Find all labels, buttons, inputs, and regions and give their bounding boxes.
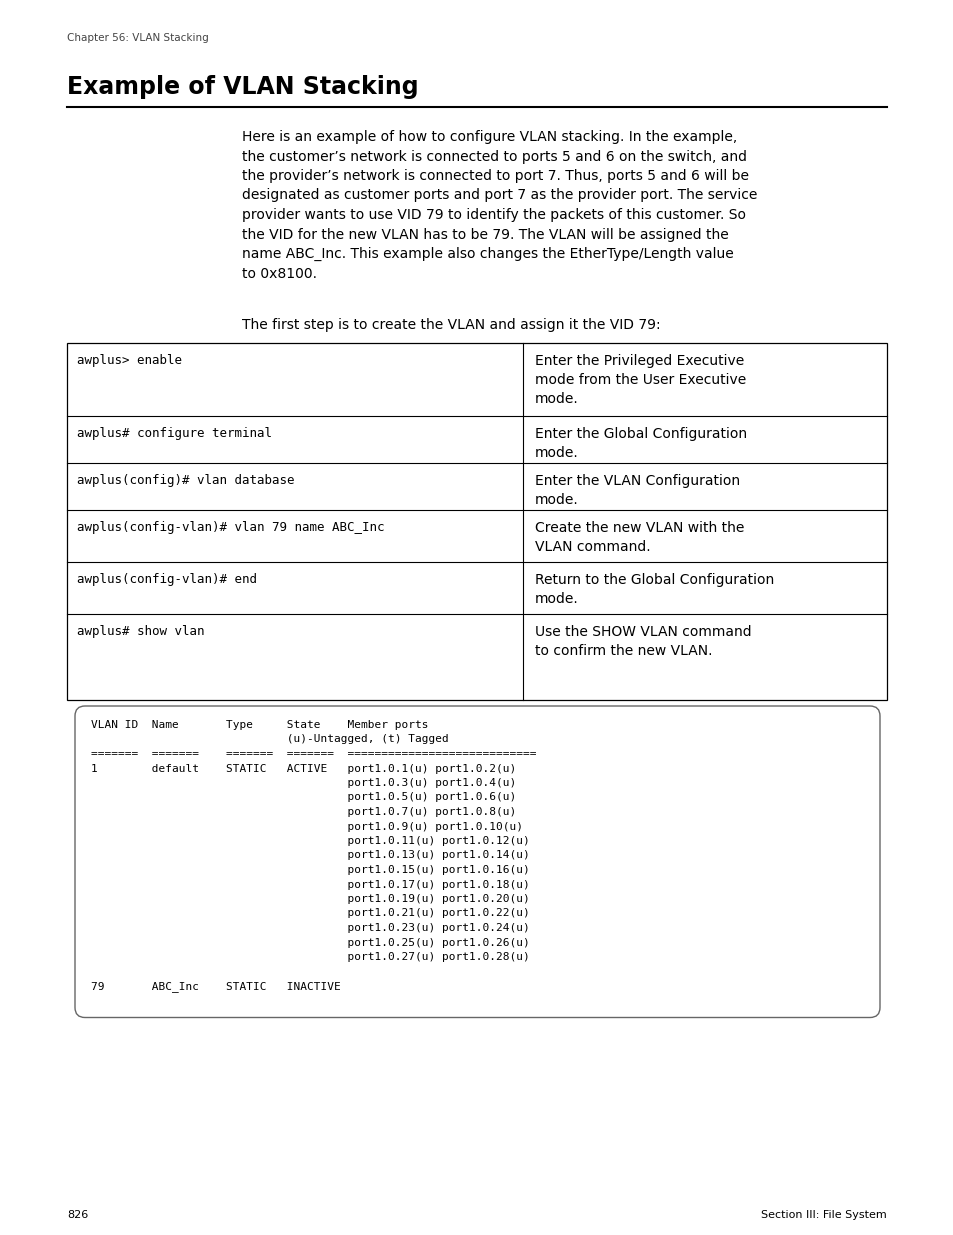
- Text: Return to the Global Configuration
mode.: Return to the Global Configuration mode.: [535, 573, 774, 606]
- Text: Example of VLAN Stacking: Example of VLAN Stacking: [67, 75, 418, 99]
- Bar: [67, 343, 886, 700]
- Text: port1.0.19(u) port1.0.20(u): port1.0.19(u) port1.0.20(u): [91, 894, 529, 904]
- Text: Chapter 56: VLAN Stacking: Chapter 56: VLAN Stacking: [67, 33, 209, 43]
- Text: awplus# show vlan: awplus# show vlan: [77, 625, 204, 638]
- Text: =======  =======    =======  =======  ============================: ======= ======= ======= ======= ========…: [91, 748, 536, 760]
- Text: port1.0.7(u) port1.0.8(u): port1.0.7(u) port1.0.8(u): [91, 806, 516, 818]
- Text: 826: 826: [67, 1210, 89, 1220]
- Text: Enter the Global Configuration
mode.: Enter the Global Configuration mode.: [535, 427, 746, 459]
- Text: 79       ABC_Inc    STATIC   INACTIVE: 79 ABC_Inc STATIC INACTIVE: [91, 981, 340, 992]
- Text: awplus(config-vlan)# vlan 79 name ABC_Inc: awplus(config-vlan)# vlan 79 name ABC_In…: [77, 521, 384, 534]
- Text: port1.0.3(u) port1.0.4(u): port1.0.3(u) port1.0.4(u): [91, 778, 516, 788]
- Text: VLAN ID  Name       Type     State    Member ports: VLAN ID Name Type State Member ports: [91, 720, 428, 730]
- Text: Use the SHOW VLAN command
to confirm the new VLAN.: Use the SHOW VLAN command to confirm the…: [535, 625, 751, 658]
- Text: The first step is to create the VLAN and assign it the VID 79:: The first step is to create the VLAN and…: [242, 317, 659, 332]
- FancyBboxPatch shape: [75, 706, 879, 1018]
- Text: Enter the Privileged Executive
mode from the User Executive
mode.: Enter the Privileged Executive mode from…: [535, 354, 745, 406]
- Text: port1.0.13(u) port1.0.14(u): port1.0.13(u) port1.0.14(u): [91, 851, 529, 861]
- Text: awplus# configure terminal: awplus# configure terminal: [77, 427, 272, 440]
- Text: port1.0.25(u) port1.0.26(u): port1.0.25(u) port1.0.26(u): [91, 937, 529, 947]
- Text: port1.0.27(u) port1.0.28(u): port1.0.27(u) port1.0.28(u): [91, 952, 529, 962]
- Text: port1.0.21(u) port1.0.22(u): port1.0.21(u) port1.0.22(u): [91, 909, 529, 919]
- Text: port1.0.17(u) port1.0.18(u): port1.0.17(u) port1.0.18(u): [91, 879, 529, 889]
- Text: Here is an example of how to configure VLAN stacking. In the example,
the custom: Here is an example of how to configure V…: [242, 130, 757, 280]
- Text: Enter the VLAN Configuration
mode.: Enter the VLAN Configuration mode.: [535, 474, 740, 506]
- Text: 1        default    STATIC   ACTIVE   port1.0.1(u) port1.0.2(u): 1 default STATIC ACTIVE port1.0.1(u) por…: [91, 763, 516, 773]
- Text: port1.0.5(u) port1.0.6(u): port1.0.5(u) port1.0.6(u): [91, 793, 516, 803]
- Text: Section III: File System: Section III: File System: [760, 1210, 886, 1220]
- Text: Create the new VLAN with the
VLAN command.: Create the new VLAN with the VLAN comman…: [535, 521, 743, 555]
- Text: awplus(config-vlan)# end: awplus(config-vlan)# end: [77, 573, 256, 585]
- Text: port1.0.23(u) port1.0.24(u): port1.0.23(u) port1.0.24(u): [91, 923, 529, 932]
- Text: port1.0.11(u) port1.0.12(u): port1.0.11(u) port1.0.12(u): [91, 836, 529, 846]
- Text: port1.0.15(u) port1.0.16(u): port1.0.15(u) port1.0.16(u): [91, 864, 529, 876]
- Text: (u)-Untagged, (t) Tagged: (u)-Untagged, (t) Tagged: [91, 735, 448, 745]
- Text: awplus(config)# vlan database: awplus(config)# vlan database: [77, 474, 294, 487]
- Text: awplus> enable: awplus> enable: [77, 354, 182, 367]
- Text: port1.0.9(u) port1.0.10(u): port1.0.9(u) port1.0.10(u): [91, 821, 522, 831]
